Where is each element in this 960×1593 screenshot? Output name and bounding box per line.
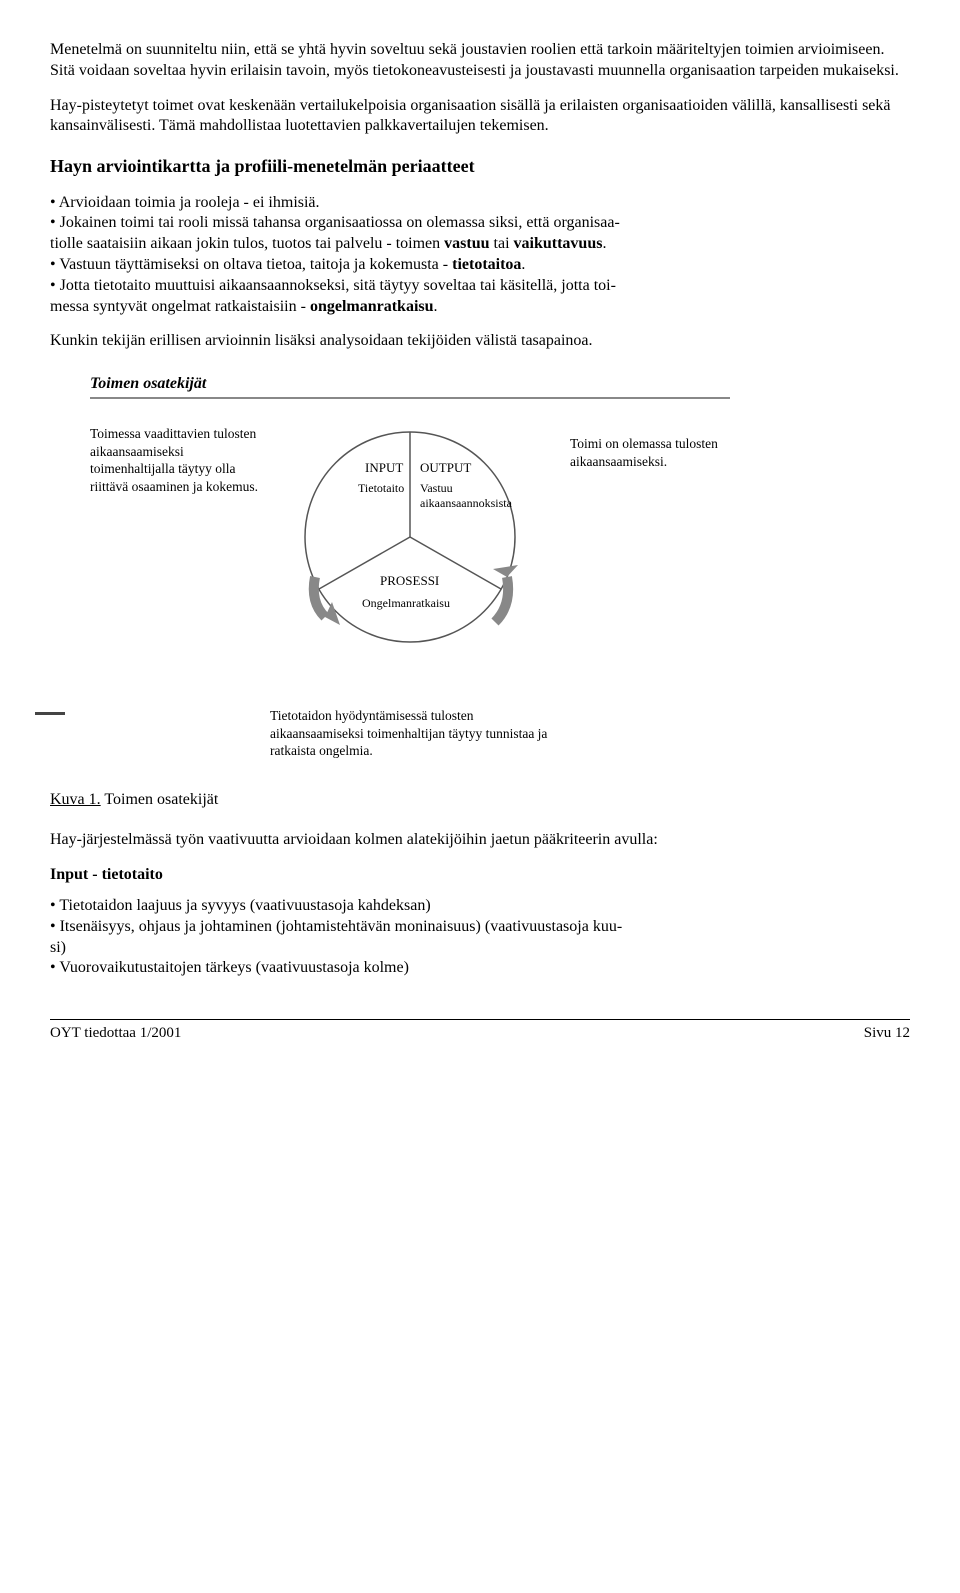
svg-text:PROSESSI: PROSESSI — [380, 573, 439, 588]
bullet-2-line1: • Jokainen toimi tai rooli missä tahansa… — [50, 213, 910, 234]
figure-label: Kuva 1. — [50, 791, 101, 808]
diagram-bottom-text: Tietotaidon hyödyntämisessä tulosten aik… — [270, 707, 570, 760]
bullet-3: • Vastuun täyttämiseksi on oltava tietoa… — [50, 255, 910, 276]
bullet-list-2: • Tietotaidon laajuus ja syvyys (vaativu… — [50, 896, 910, 979]
bullet-list-1: • Arvioidaan toimia ja rooleja - ei ihmi… — [50, 193, 910, 318]
svg-text:INPUT: INPUT — [365, 460, 403, 475]
bullet-4-line2: messa syntyvät ongelmat ratkaistaisiin -… — [50, 297, 910, 318]
diagram-svg: INPUT Tietotaito OUTPUT Vastuu aikaansaa… — [280, 417, 560, 687]
bullet-2-line2: tiolle saataisiin aikaan jokin tulos, tu… — [50, 234, 910, 255]
figure-caption: Kuva 1. Toimen osatekijät — [50, 790, 910, 811]
svg-text:aikaansaannoksista: aikaansaannoksista — [420, 496, 513, 510]
svg-text:OUTPUT: OUTPUT — [420, 460, 471, 475]
svg-text:Tietotaito: Tietotaito — [358, 481, 404, 495]
svg-text:Vastuu: Vastuu — [420, 481, 453, 495]
diagram-title: Toimen osatekijät — [90, 374, 910, 395]
paragraph-3: Kunkin tekijän erillisen arvioinnin lisä… — [50, 331, 910, 352]
svg-text:Ongelmanratkaisu: Ongelmanratkaisu — [362, 596, 450, 610]
bullet2-2-line1: • Itsenäisyys, ohjaus ja johtaminen (joh… — [50, 917, 910, 938]
footer-rule — [50, 1019, 910, 1020]
paragraph-1: Menetelmä on suunniteltu niin, että se y… — [50, 40, 910, 82]
bullet2-1: • Tietotaidon laajuus ja syvyys (vaativu… — [50, 896, 910, 917]
bullet-4-line1: • Jotta tietotaito muuttuisi aikaansaann… — [50, 276, 910, 297]
bullet2-3: • Vuorovaikutustaitojen tärkeys (vaativu… — [50, 958, 910, 979]
page-footer: OYT tiedottaa 1/2001 Sivu 12 — [50, 1024, 910, 1044]
diagram-toimen-osatekijat: Toimessa vaadittavien tulosten aikaansaa… — [90, 417, 810, 687]
heading-input-tietotaito: Input - tietotaito — [50, 865, 910, 886]
paragraph-2: Hay-pisteytetyt toimet ovat keskenään ve… — [50, 96, 910, 138]
paragraph-4: Hay-järjestelmässä työn vaativuutta arvi… — [50, 830, 910, 851]
diagram-left-text: Toimessa vaadittavien tulosten aikaansaa… — [90, 425, 270, 495]
bullet-1: • Arvioidaan toimia ja rooleja - ei ihmi… — [50, 193, 910, 214]
diagram-title-rule — [90, 397, 730, 399]
footer-left: OYT tiedottaa 1/2001 — [50, 1024, 181, 1044]
bullet2-2-line2: si) — [50, 938, 910, 959]
diagram-right-text: Toimi on olemassa tulosten aikaansaamise… — [570, 435, 790, 470]
heading-principles: Hayn arviointikartta ja profiili-menetel… — [50, 155, 910, 178]
margin-mark — [35, 712, 65, 715]
footer-right: Sivu 12 — [864, 1024, 910, 1044]
